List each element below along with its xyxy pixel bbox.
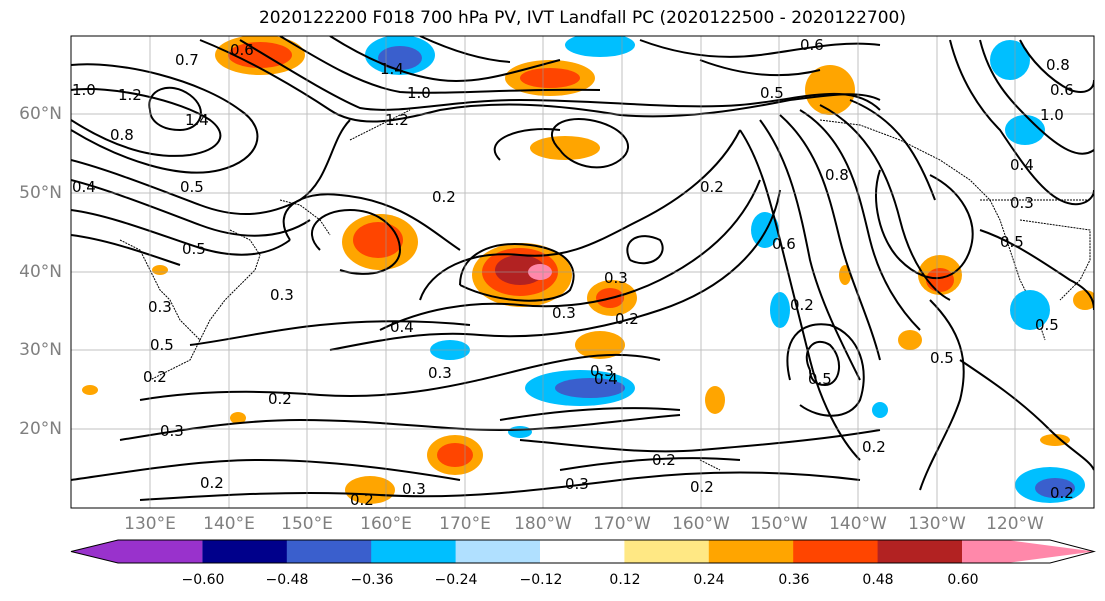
contour-label: 0.3 [604,269,628,287]
lat-label-40: 40°N [19,262,62,282]
colorbar-segment [286,540,372,563]
contour-label: 0.5 [182,240,206,258]
contour-label: 0.5 [930,349,954,367]
colorbar-segment [371,540,457,563]
contour-label: 0.3 [270,286,294,304]
contour-label: 0.2 [268,390,292,408]
contour-label: 0.6 [230,41,254,59]
colorbar-segment [877,540,963,563]
colorbar-segment [202,540,288,563]
colorbar-tick-5: −0.12 [519,572,563,588]
contour-label: 0.6 [1050,81,1074,99]
contour-label: 0.3 [160,422,184,440]
contour-label: 1.2 [385,111,409,129]
lon-label-150w: 150°W [750,514,808,534]
lon-label-130e: 130°E [124,514,176,534]
colorbar-outline [70,539,1096,564]
contour-label: 0.5 [808,370,832,388]
contour-label: 0.2 [700,178,724,196]
map-frame [70,35,1095,509]
contour-label: 0.2 [615,310,639,328]
contour-label: 1.0 [72,81,96,99]
contour-label: 0.2 [790,296,814,314]
contour-label: 0.8 [1046,56,1070,74]
colorbar-segment [962,540,1094,563]
colorbar-tick-10: 0.60 [947,572,979,588]
contour-label: 0.8 [110,126,134,144]
contour-label: 0.4 [1010,156,1034,174]
map-title: 2020122200 F018 700 hPa PV, IVT Landfall… [258,8,906,28]
contour-label: 0.8 [825,166,849,184]
contour-label: 1.4 [380,60,404,78]
lon-label-170w: 170°W [593,514,651,534]
lon-label-150e: 150°E [281,514,333,534]
colorbar-tick-9: 0.48 [862,572,894,588]
contour-label: 0.5 [150,336,174,354]
colorbar-tick-3: −0.36 [350,572,394,588]
coastlines [119,109,1091,471]
contour-label: 0.2 [143,368,167,386]
contour-label: 0.4 [390,318,414,336]
contour-label: 0.3 [148,298,172,316]
colorbar-segment [708,540,794,563]
colorbar-segment [71,540,203,563]
contour-label: 1.0 [407,84,431,102]
lon-label-160e: 160°E [360,514,412,534]
lon-label-180w: 180°W [514,514,572,534]
contour-label: 0.2 [350,491,374,509]
contour-label: 0.5 [760,84,784,102]
lon-label-140w: 140°W [829,514,887,534]
lon-label-160w: 160°W [672,514,730,534]
contour-label: 0.3 [428,364,452,382]
contour-label: 0.3 [565,475,589,493]
colorbar-segment [624,540,710,563]
contour-label: 0.4 [72,178,96,196]
lon-label-130w: 130°W [908,514,966,534]
contour-label: 0.5 [1000,233,1024,251]
contour-label: 0.6 [772,235,796,253]
colorbar [70,539,1096,564]
colorbar-segment [455,540,541,563]
contour-label: 1.4 [185,111,209,129]
contour-label: 1.0 [1040,106,1064,124]
contour-label: 0.2 [690,478,714,496]
contour-labels: 0.60.71.0 1.21.40.80.4 0.50.50.30.20.30.40… [72,36,1074,509]
contour-label: 0.3 [1010,194,1034,212]
colorbar-tick-4: −0.24 [434,572,478,588]
gridlines [71,36,1094,508]
colorbar-tick-8: 0.36 [778,572,810,588]
contour-label: 0.3 [402,480,426,498]
lon-label-120w: 120°W [986,514,1044,534]
colorbar-tick-2: −0.48 [265,572,309,588]
contours [71,36,1094,501]
lat-label-30: 30°N [19,340,62,360]
contour-label: 0.2 [862,438,886,456]
colorbar-segment [793,540,879,563]
colorbar-segment [540,540,625,563]
contour-label: 0.6 [800,36,824,54]
colorbar-tick-1: −0.60 [181,572,225,588]
lat-label-60: 60°N [19,104,62,124]
colorbar-tick-6: 0.12 [609,572,641,588]
contour-label: 0.5 [1035,316,1059,334]
lat-label-20: 20°N [19,419,62,439]
contour-label: 1.2 [118,86,142,104]
contour-label: 0.4 [594,370,618,388]
contour-label: 0.5 [180,178,204,196]
lon-label-170e: 170°E [439,514,491,534]
contour-label: 0.3 [590,362,614,380]
colorbar-tick-7: 0.24 [693,572,725,588]
contour-label: 0.2 [652,451,676,469]
contour-label: 0.2 [200,474,224,492]
lon-label-140e: 140°E [203,514,255,534]
contour-label: 0.3 [552,304,576,322]
contour-label: 0.2 [1050,484,1074,502]
contour-label: 0.7 [175,51,199,69]
lat-label-50: 50°N [19,183,62,203]
contour-label: 0.2 [432,188,456,206]
